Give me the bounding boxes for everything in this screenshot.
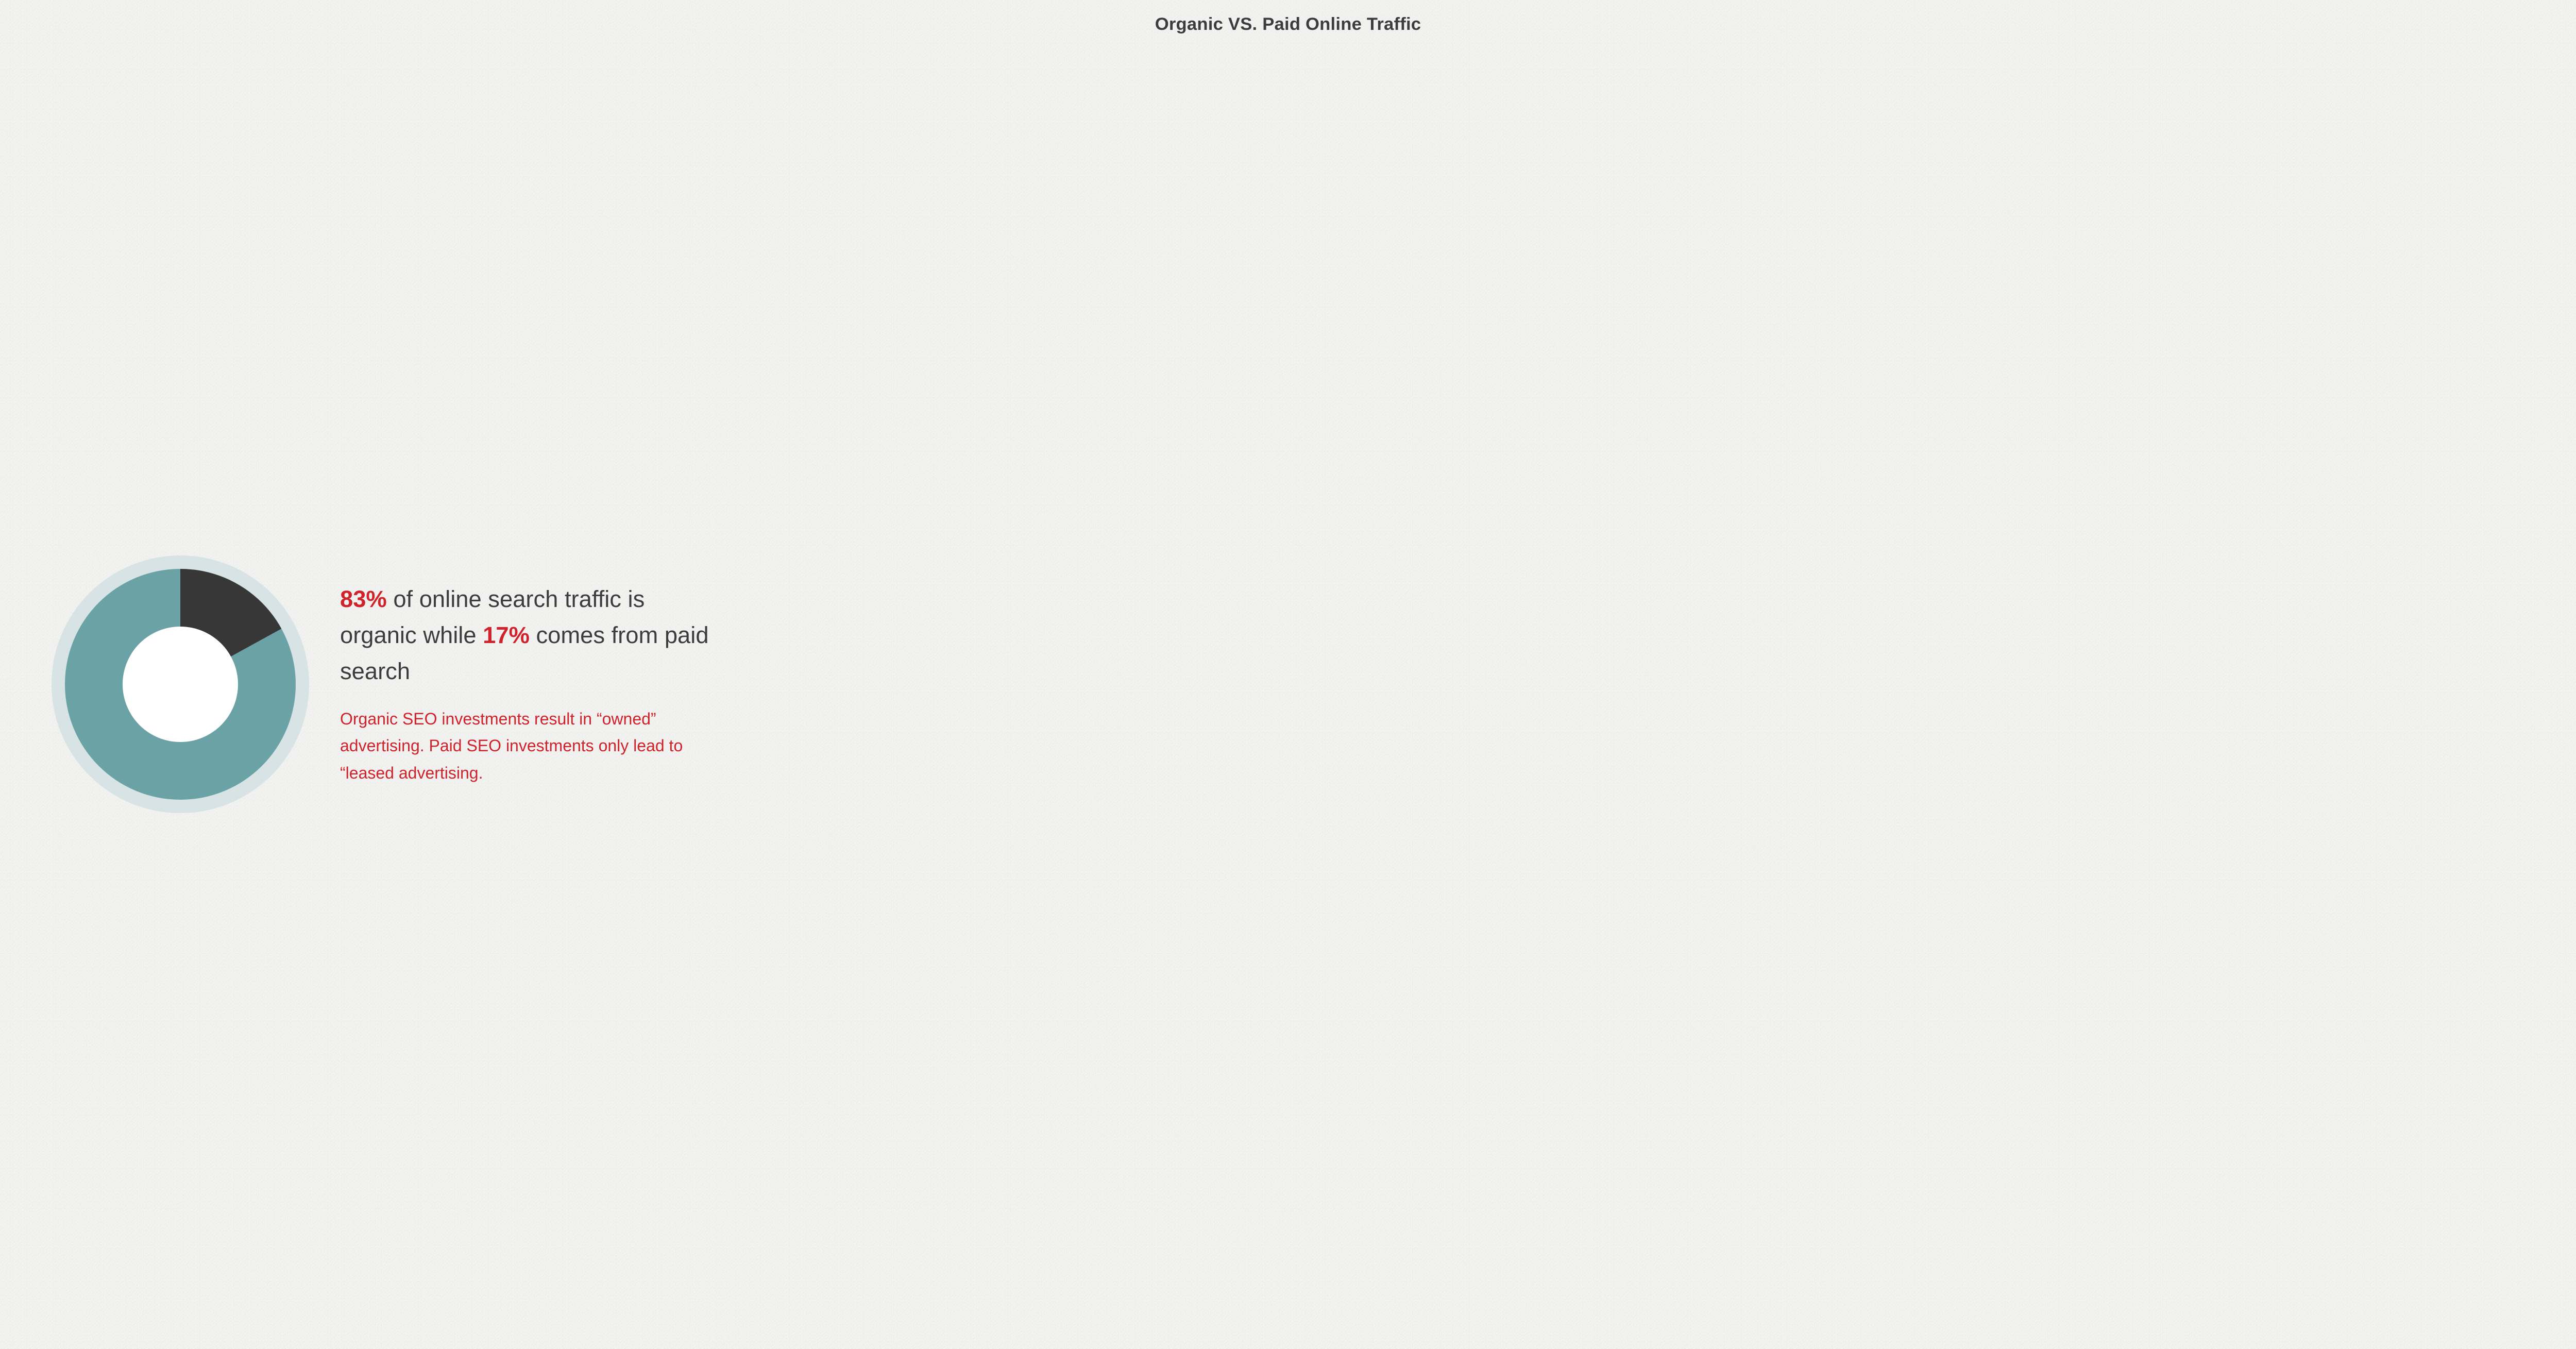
infographic-container: Organic VS. Paid Online Traffic 83% of o… (0, 0, 2576, 1349)
donut-body (52, 555, 309, 813)
donut-chart (52, 555, 309, 813)
subtext: Organic SEO investments result in “owned… (340, 705, 711, 787)
headline-accent: 83% (340, 586, 387, 612)
text-column: 83% of online search traffic is organic … (340, 581, 732, 787)
headline-accent: 17% (483, 622, 530, 648)
page-title: Organic VS. Paid Online Traffic (31, 14, 2545, 35)
content-row: 83% of online search traffic is organic … (31, 40, 2545, 1328)
headline-text: 83% of online search traffic is organic … (340, 581, 711, 690)
donut-hole (123, 627, 238, 742)
